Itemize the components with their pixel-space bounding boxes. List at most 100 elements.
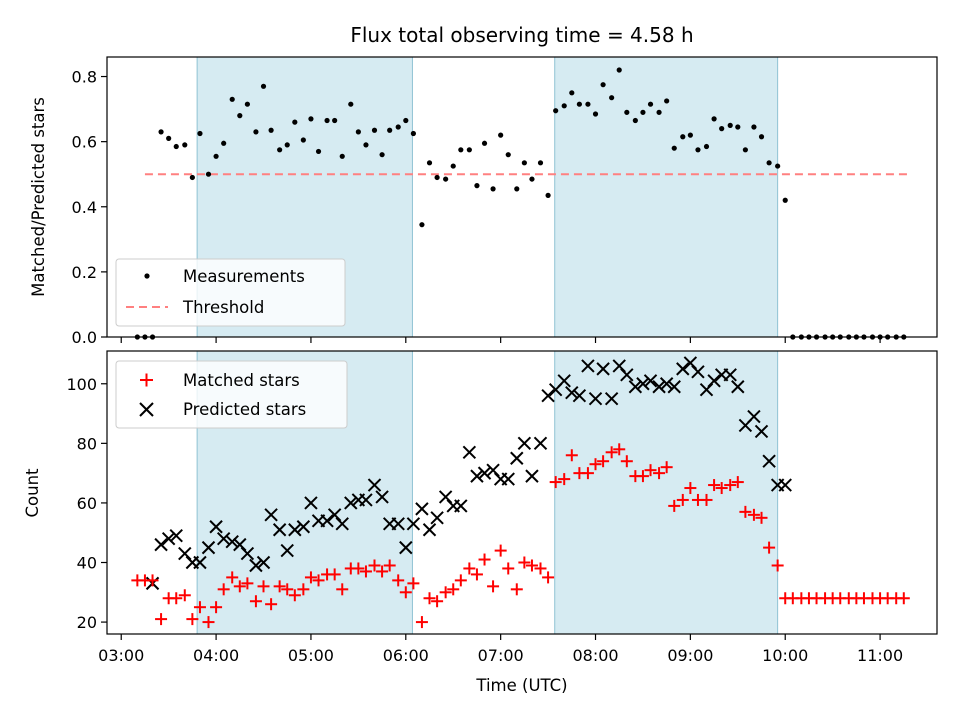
predicted-star-marker [344, 496, 358, 510]
x-tick-label: 09:00 [667, 646, 713, 665]
predicted-star-marker [667, 380, 681, 394]
measurement-point [711, 116, 717, 122]
measurement-point [158, 129, 164, 135]
count-y-axis-label: Count [23, 468, 42, 518]
matched-star-marker [202, 616, 215, 629]
measurement-point [213, 153, 219, 159]
x-tick-label: 10:00 [762, 646, 808, 665]
shaded-interval [554, 350, 779, 635]
measurement-point [260, 83, 267, 89]
measurement-point [371, 127, 378, 133]
measurement-point [339, 153, 345, 159]
matched-star-marker [763, 541, 776, 554]
predicted-star-marker [707, 374, 721, 388]
predicted-star-marker [280, 543, 294, 558]
matched-star-marker [470, 568, 483, 581]
predicted-star-marker [517, 436, 532, 451]
measurement-point [735, 124, 741, 130]
measurement-point [514, 186, 520, 192]
predicted-star-marker [169, 528, 183, 543]
predicted-star-marker [565, 385, 579, 400]
matched-star-marker [525, 559, 538, 572]
marker-stroke [643, 374, 658, 388]
measurement-point [695, 147, 701, 153]
legend-measurements-marker [144, 273, 150, 279]
marker-stroke [659, 377, 674, 391]
measurement-point [521, 160, 527, 166]
measurement-point [680, 134, 686, 140]
measurement-point [647, 101, 654, 107]
predicted-star-marker [359, 493, 373, 507]
matched-star-marker [897, 592, 910, 605]
matched-star-marker [288, 589, 301, 602]
predicted-star-marker [557, 374, 571, 388]
marker-stroke [264, 508, 278, 522]
measurement-point [498, 132, 504, 138]
measurement-point [782, 197, 788, 203]
measurement-point [189, 174, 195, 181]
predicted-star-marker [320, 514, 334, 528]
matched-star-marker [407, 577, 420, 590]
ratio-y-ticks: 0.0 0.2 0.4 0.6 0.8 [72, 68, 107, 347]
marker-stroke [304, 496, 318, 510]
predicted-star-marker [462, 445, 477, 459]
measurement-point [387, 127, 393, 133]
marker-stroke [588, 391, 603, 406]
measurement-point [434, 174, 440, 181]
predicted-star-marker [296, 520, 311, 534]
predicted-star-marker [304, 496, 318, 510]
legend-measurements-label: Measurements [183, 267, 305, 286]
matched-star-marker [439, 586, 452, 599]
matched-star-marker [565, 449, 578, 462]
predicted-star-marker [659, 377, 674, 391]
measurement-point [363, 142, 369, 148]
marker-stroke [216, 531, 231, 546]
marker-stroke [723, 368, 737, 382]
matched-star-marker [399, 586, 412, 599]
predicted-star-marker [510, 451, 524, 465]
marker-stroke [391, 517, 405, 531]
y-tick-label: 0.6 [72, 133, 97, 152]
predicted-star-marker [501, 472, 515, 486]
matched-star-marker [170, 592, 183, 605]
ratio-legend-box [115, 258, 346, 327]
matched-star-marker [653, 467, 666, 480]
matched-star-marker [383, 559, 396, 572]
matched-star-marker [463, 562, 476, 575]
matched-star-marker [510, 583, 523, 596]
marker-stroke [359, 493, 373, 507]
matched-star-marker [668, 499, 681, 512]
measurement-point [656, 109, 662, 115]
marker-stroke [375, 490, 389, 504]
matched-star-marker [359, 565, 372, 578]
marker-stroke [747, 409, 761, 424]
matched-star-marker [549, 476, 562, 489]
predicted-star-marker [422, 523, 437, 537]
count-plot-frame [106, 350, 938, 635]
measurement-point [197, 130, 203, 137]
predicted-star-marker [201, 540, 216, 555]
x-tick-label: 11:00 [857, 646, 903, 665]
measurement-point [671, 145, 677, 151]
marker-stroke [233, 537, 247, 552]
measurement-point [545, 192, 551, 198]
predicted-star-marker [620, 368, 634, 382]
marker-stroke [557, 374, 571, 388]
ratio-x-ticks [120, 337, 881, 343]
x-tick-label: 07:00 [478, 646, 524, 665]
measurement-point [426, 160, 433, 166]
y-tick-label: 0.0 [72, 328, 97, 347]
predicted-star-marker [541, 388, 555, 403]
matched-star-marker [193, 601, 206, 614]
measurement-point [205, 171, 212, 177]
predicted-star-marker [161, 531, 176, 546]
matched-star-marker [487, 580, 500, 593]
marker-stroke [154, 537, 168, 552]
matched-star-marker [700, 493, 713, 506]
predicted-star-marker [652, 380, 666, 394]
predicted-star-marker [778, 478, 792, 492]
measurement-point [766, 160, 772, 166]
marker-stroke [470, 469, 484, 483]
measurement-point [244, 101, 250, 107]
marker-stroke [667, 380, 681, 394]
